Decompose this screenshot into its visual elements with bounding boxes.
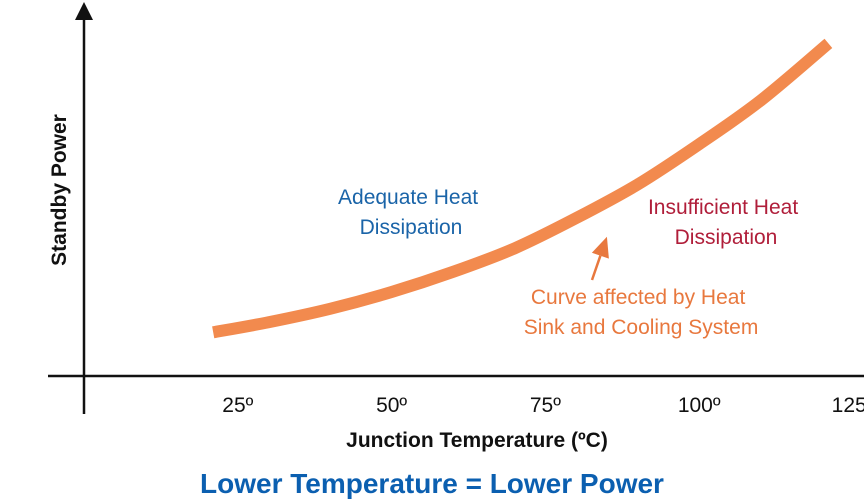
annotation-curve-note: Curve affected by Heat Sink and Cooling … [524,286,759,339]
series-line [212,38,833,339]
x-axis-title: Junction Temperature (ºC) [346,429,608,452]
x-tick-label: 100º [678,394,721,417]
annotation-adequate-heat: Adequate Heat Dissipation [338,186,484,239]
annotation-curve-note-line2: Sink and Cooling System [524,316,759,339]
chart: Standby Power Junction Temperature (ºC) … [48,2,864,452]
x-tick-label: 50º [376,394,407,417]
annotation-insufficient-line2: Dissipation [675,226,778,249]
annotation-adequate-line1: Adequate Heat [338,186,478,209]
annotation-adequate-line2: Dissipation [360,216,463,239]
x-tick-label: 75º [530,394,561,417]
x-tick-label: 125º [832,394,864,417]
footer-caption: Lower Temperature = Lower Power [200,468,664,499]
y-axis-arrow-icon [75,2,93,20]
annotation-arrow-line [590,255,602,281]
annotation-insufficient-line1: Insufficient Heat [648,196,798,219]
x-tick-labels: 25º 50º 75º 100º 125º [222,394,864,417]
y-axis-title: Standby Power [48,114,71,266]
annotation-arrow-head-icon [591,236,609,259]
annotation-insufficient-heat: Insufficient Heat Dissipation [648,196,804,249]
annotation-curve-note-line1: Curve affected by Heat [531,286,746,309]
x-tick-label: 25º [222,394,253,417]
